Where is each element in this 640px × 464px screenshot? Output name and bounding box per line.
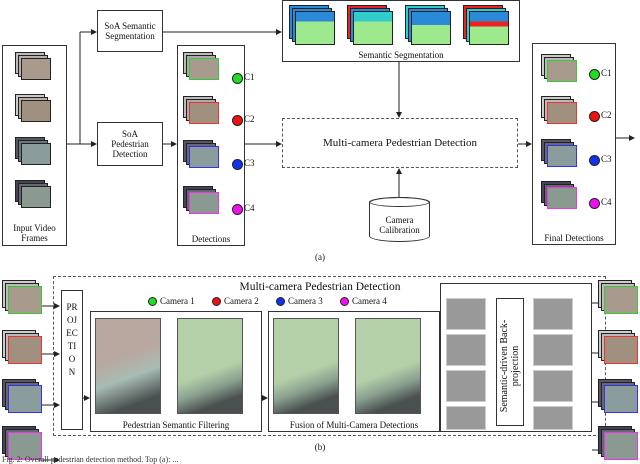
output-detection-stack [598, 330, 640, 364]
backprojected-mask [533, 334, 573, 366]
backprojection-box: Semantic-driven Back-projection [496, 298, 524, 426]
sublabel-a: (a) [315, 252, 325, 262]
fusion-label: Fusion of Multi-Camera Detections [289, 420, 419, 430]
mcpd-block: Multi-camera Pedestrian Detection [282, 118, 518, 168]
detection-stack [183, 52, 219, 80]
filtering-label: Pedestrian Semantic Filtering [122, 420, 230, 430]
camera-1-marker [232, 73, 243, 84]
backprojected-mask [533, 406, 573, 430]
backprojection-panel: Semantic-driven Back-projection [440, 283, 592, 432]
detections-label: Detections [191, 234, 231, 244]
legend-marker-camera-1 [148, 297, 157, 306]
camera-legend: Camera 1 Camera 2 Camera 3 Camera 4 [148, 296, 448, 308]
video-frame-stack [15, 137, 51, 165]
seg-mask [446, 334, 486, 366]
input-video-frames-panel: Input Video Frames [2, 45, 67, 246]
seg-stack [405, 5, 451, 45]
camera-2-marker [589, 111, 600, 122]
soa-pedestrian-label: SoA Pedestrian Detection [111, 129, 149, 159]
seg-stack [289, 5, 335, 45]
soa-semantic-label: SoA Semantic Segmentation [104, 21, 156, 41]
seg-stack [463, 5, 509, 45]
soa-semantic-box: SoA Semantic Segmentation [97, 10, 163, 52]
output-detection-stack [598, 379, 640, 413]
cam-label: C3 [601, 154, 612, 164]
legend-label: Camera 4 [352, 296, 387, 306]
final-stack [541, 96, 577, 124]
fusion-panel: Fusion of Multi-Camera Detections [268, 311, 440, 432]
camera-4-marker [589, 198, 600, 209]
camera-4-marker [232, 204, 243, 215]
backprojected-mask [533, 298, 573, 330]
fused-detections-plane [355, 318, 421, 414]
filtered-ground-plane [177, 318, 243, 414]
legend-label: Camera 1 [160, 296, 195, 306]
soa-pedestrian-box: SoA Pedestrian Detection [97, 122, 163, 166]
cam-label: C2 [244, 114, 255, 124]
final-stack [541, 139, 577, 167]
semantic-segmentation-label: Semantic Segmentation [358, 50, 444, 60]
ground-plane-projection [95, 318, 161, 414]
camera-2-marker [232, 115, 243, 126]
cam-label: C1 [244, 72, 255, 82]
camera-3-marker [589, 155, 600, 166]
legend-label: Camera 3 [288, 296, 323, 306]
cam-label: C2 [601, 110, 612, 120]
input-detection-stack [2, 426, 42, 460]
projection-box: PROJECTION [61, 290, 83, 430]
final-stack [541, 181, 577, 209]
cam-label: C4 [601, 197, 612, 207]
fusion-input-plane [273, 318, 339, 414]
seg-stack [347, 5, 393, 45]
output-detection-stack [598, 280, 640, 314]
legend-label: Camera 2 [224, 296, 259, 306]
legend-marker-camera-3 [276, 297, 285, 306]
output-detection-stack [598, 426, 640, 460]
semantic-segmentation-panel: Semantic Segmentation [282, 0, 520, 62]
detection-stack [183, 96, 219, 124]
camera-calibration-cylinder: Camera Calibration [369, 197, 430, 242]
backprojection-label: Semantic-driven Back-projection [499, 319, 521, 413]
legend-marker-camera-4 [340, 297, 349, 306]
input-detection-stack [2, 280, 42, 314]
cam-label: C1 [601, 68, 612, 78]
video-frame-stack [15, 94, 51, 122]
input-detection-stack [2, 379, 42, 413]
sublabel-b: (b) [314, 442, 326, 452]
final-stack [541, 54, 577, 82]
video-frame-stack [15, 52, 51, 80]
video-frame-stack [15, 180, 51, 208]
camera-1-marker [589, 69, 600, 80]
calibration-label: Camera Calibration [379, 215, 420, 235]
mcpd-detail-title: Multi-camera Pedestrian Detection [239, 281, 401, 293]
cam-label: C3 [244, 158, 255, 168]
seg-mask [446, 298, 486, 330]
seg-mask [446, 406, 486, 430]
camera-3-marker [232, 159, 243, 170]
detection-stack [183, 186, 219, 214]
seg-mask [446, 370, 486, 402]
cam-label: C4 [244, 203, 255, 213]
final-detections-panel: C1 C2 C3 C4 Final Detections [532, 43, 616, 245]
semantic-filtering-panel: Pedestrian Semantic Filtering [90, 311, 262, 432]
backprojected-mask [533, 370, 573, 402]
detections-panel: C1 C2 C3 C4 Detections [177, 45, 255, 246]
input-detection-stack [2, 330, 42, 364]
projection-label: PROJECTION [66, 302, 78, 377]
mcpd-label: Multi-camera Pedestrian Detection [323, 137, 477, 149]
final-label: Final Detections [544, 233, 604, 243]
input-label: Input Video Frames [13, 223, 56, 243]
legend-marker-camera-2 [212, 297, 221, 306]
figure-caption: Fig. 2: Overall pedestrian detection met… [2, 455, 179, 464]
detection-stack [183, 140, 219, 168]
